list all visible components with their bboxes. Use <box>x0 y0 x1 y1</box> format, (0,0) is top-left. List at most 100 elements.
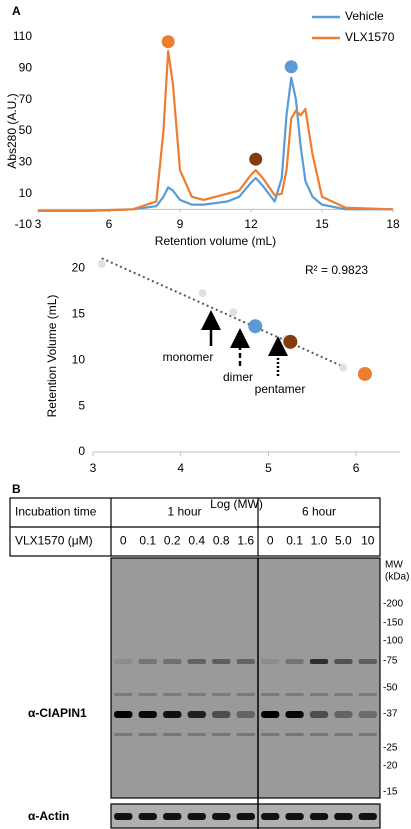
blot-band <box>310 693 328 696</box>
actin-band <box>188 813 206 820</box>
blot-membrane <box>111 558 380 798</box>
blot-band <box>163 693 181 696</box>
r-squared: R² = 0.9823 <box>305 263 368 277</box>
blot-band <box>212 693 230 696</box>
mw-title: MW <box>385 560 403 571</box>
dose-label: 1.0 <box>311 534 328 548</box>
dose-label: 5.0 <box>335 534 352 548</box>
dose-label: 1.6 <box>237 534 254 548</box>
blot-band <box>139 659 157 664</box>
actin-band <box>212 813 230 820</box>
blot-band <box>261 711 279 718</box>
blot-band <box>310 659 328 664</box>
legend-label: Vehicle <box>345 9 384 23</box>
blot-band <box>188 659 206 664</box>
dose-label: 10 <box>361 534 375 548</box>
series-line <box>38 78 393 211</box>
blot-band <box>114 733 132 736</box>
blot-band <box>285 693 303 696</box>
blot-band <box>188 733 206 736</box>
blot-band <box>163 659 181 664</box>
dose-label: 0.4 <box>188 534 205 548</box>
standard-point <box>199 289 207 297</box>
actin-band <box>310 813 328 820</box>
panel-label: B <box>12 482 21 496</box>
blot-band <box>114 659 132 664</box>
antibody-label: α-CIAPIN1 <box>28 706 87 720</box>
blot-band <box>359 733 377 736</box>
blot-band <box>139 711 157 718</box>
blot-band <box>359 659 377 664</box>
panel-label: A <box>12 4 21 18</box>
x-tick-label: 3 <box>35 217 42 231</box>
annotation: pentamer <box>255 382 306 396</box>
blot-band <box>334 733 352 736</box>
y-axis-title: Retention Volume (mL) <box>45 295 59 418</box>
blot-band <box>212 659 230 664</box>
blot-band <box>334 693 352 696</box>
sample-point <box>248 319 262 333</box>
y-tick-label: 110 <box>13 29 32 43</box>
blot-band <box>285 711 303 718</box>
standard-point <box>229 308 237 316</box>
sample-point <box>358 367 372 381</box>
standard-point <box>98 260 106 268</box>
blot-band <box>310 711 328 718</box>
y-tick-label: 30 <box>19 155 33 169</box>
x-tick-label: 4 <box>177 461 184 475</box>
actin-band <box>163 813 181 820</box>
blot-band <box>285 733 303 736</box>
y-tick-label: 15 <box>72 306 86 320</box>
y-tick-label: 10 <box>72 352 86 366</box>
figure: A B -101030507090110369121518Retention v… <box>0 0 411 829</box>
group-label: 1 hour <box>167 505 201 519</box>
mw-marker: -150 <box>383 618 403 629</box>
blot-band <box>359 711 377 718</box>
y-tick-label: 70 <box>19 92 33 106</box>
mw-marker: -37 <box>383 709 398 720</box>
blot-band <box>261 659 279 664</box>
mw-title: (kDa) <box>385 572 409 583</box>
blot-band <box>334 711 352 718</box>
mw-marker: -15 <box>383 787 398 798</box>
blot-band <box>163 711 181 718</box>
series-line <box>38 51 393 211</box>
actin-band <box>114 813 132 820</box>
group-label: 6 hour <box>302 505 336 519</box>
row-label: VLX1570 (μM) <box>15 534 93 548</box>
blot-band <box>237 711 255 718</box>
dose-label: 0.2 <box>164 534 181 548</box>
annotation: monomer <box>163 350 214 364</box>
blot-band <box>114 693 132 696</box>
standard-point <box>339 364 347 372</box>
blot-band <box>163 733 181 736</box>
y-axis-title: Abs280 (A.U.) <box>5 93 19 168</box>
actin-band <box>139 813 157 820</box>
y-tick-label: 20 <box>72 261 86 275</box>
blot-band <box>114 711 132 718</box>
blot-band <box>334 659 352 664</box>
y-tick-label: 90 <box>19 61 33 75</box>
peak-marker <box>162 35 175 48</box>
mw-marker: -20 <box>383 761 398 772</box>
blot-band <box>261 693 279 696</box>
annotation: dimer <box>223 370 253 384</box>
x-tick-label: 18 <box>386 217 400 231</box>
blot-band <box>237 659 255 664</box>
blot-band <box>139 733 157 736</box>
actin-band <box>359 813 377 820</box>
y-tick-label: 0 <box>78 444 85 458</box>
x-tick-label: 12 <box>244 217 258 231</box>
x-tick-label: 5 <box>265 461 272 475</box>
mw-marker: -200 <box>383 599 403 610</box>
x-axis-title: Log (MW) <box>210 497 263 511</box>
dose-label: 0.1 <box>286 534 303 548</box>
x-tick-label: 6 <box>353 461 360 475</box>
x-tick-label: 6 <box>106 217 113 231</box>
blot-band <box>188 711 206 718</box>
x-tick-label: 15 <box>315 217 329 231</box>
blot-band <box>188 693 206 696</box>
sample-point <box>283 335 297 349</box>
peak-marker <box>285 60 298 73</box>
row-label: Incubation time <box>15 505 97 519</box>
